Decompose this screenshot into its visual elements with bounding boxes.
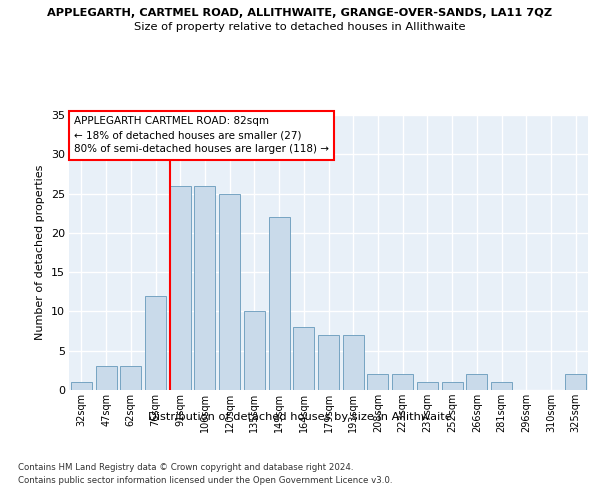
Bar (565, 374, 586, 390)
Bar (120, 366, 141, 390)
Y-axis label: Number of detached properties: Number of detached properties (35, 165, 45, 340)
Bar (442, 382, 463, 390)
Bar (392, 374, 413, 390)
Bar (367, 374, 388, 390)
Text: Size of property relative to detached houses in Allithwaite: Size of property relative to detached ho… (134, 22, 466, 32)
Text: Distribution of detached houses by size in Allithwaite: Distribution of detached houses by size … (148, 412, 452, 422)
Bar (170, 186, 191, 390)
Text: APPLEGARTH CARTMEL ROAD: 82sqm
← 18% of detached houses are smaller (27)
80% of : APPLEGARTH CARTMEL ROAD: 82sqm ← 18% of … (74, 116, 329, 154)
Bar (293, 327, 314, 390)
Text: APPLEGARTH, CARTMEL ROAD, ALLITHWAITE, GRANGE-OVER-SANDS, LA11 7QZ: APPLEGARTH, CARTMEL ROAD, ALLITHWAITE, G… (47, 8, 553, 18)
Bar (145, 296, 166, 390)
Text: Contains HM Land Registry data © Crown copyright and database right 2024.: Contains HM Land Registry data © Crown c… (18, 462, 353, 471)
Bar (244, 312, 265, 390)
Bar (491, 382, 512, 390)
Bar (95, 366, 116, 390)
Bar (466, 374, 487, 390)
Bar (71, 382, 92, 390)
Bar (417, 382, 438, 390)
Text: Contains public sector information licensed under the Open Government Licence v3: Contains public sector information licen… (18, 476, 392, 485)
Bar (269, 217, 290, 390)
Bar (318, 335, 339, 390)
Bar (194, 186, 215, 390)
Bar (219, 194, 240, 390)
Bar (343, 335, 364, 390)
